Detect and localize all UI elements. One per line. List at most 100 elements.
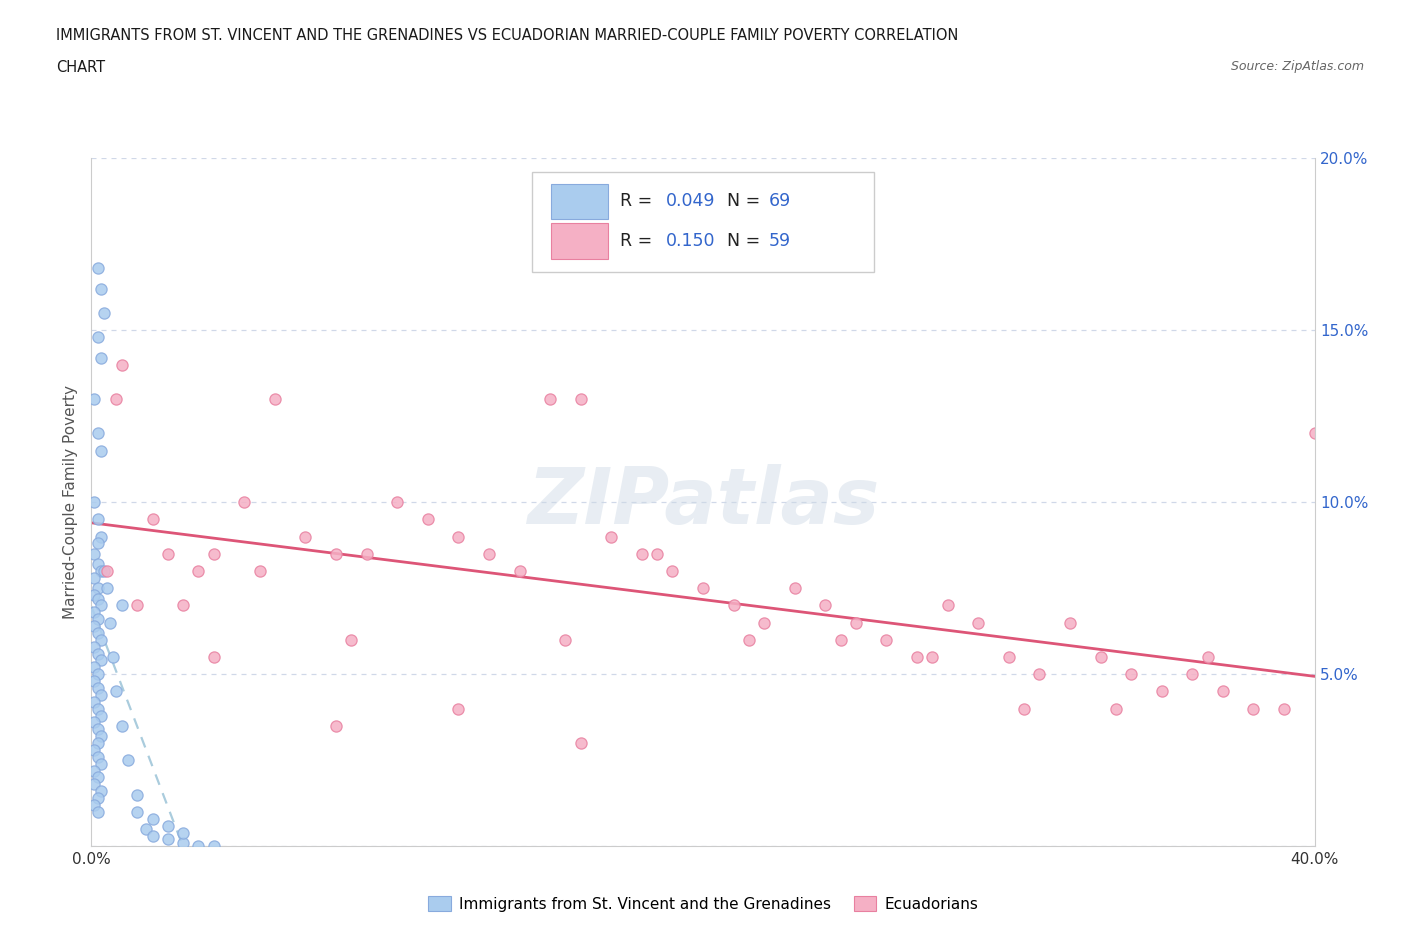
Point (86, 750, 108, 764)
FancyBboxPatch shape (551, 223, 607, 259)
Point (86, 426, 108, 441)
Point (86, 681, 108, 696)
Point (83, 695, 105, 710)
Text: R =: R = (620, 193, 658, 210)
Point (1181, 667, 1204, 682)
Point (141, 829, 163, 844)
Point (86, 591, 108, 606)
Point (127, 787, 149, 802)
Point (86, 536, 108, 551)
Point (101, 650, 124, 665)
Point (202, 547, 225, 562)
Point (90, 598, 112, 613)
Point (202, 650, 225, 665)
Point (83, 660, 105, 675)
Point (875, 632, 898, 647)
Point (90, 756, 112, 771)
Point (86, 512, 108, 527)
Point (83, 495, 105, 510)
Point (385, 495, 409, 510)
Point (1303, 426, 1326, 441)
Point (83, 639, 105, 654)
Point (1012, 701, 1035, 716)
Text: 0.150: 0.150 (666, 232, 716, 250)
Point (90, 282, 112, 297)
Point (83, 392, 105, 406)
Point (738, 632, 761, 647)
Y-axis label: Married-Couple Family Poverty: Married-Couple Family Poverty (62, 385, 77, 619)
Text: N =: N = (727, 193, 766, 210)
Point (921, 650, 943, 665)
Point (569, 736, 592, 751)
Point (1105, 701, 1128, 716)
Point (156, 547, 179, 562)
Point (1197, 650, 1219, 665)
Point (90, 729, 112, 744)
Point (1212, 684, 1234, 699)
Point (600, 529, 623, 544)
Point (86, 736, 108, 751)
Point (723, 598, 745, 613)
Point (86, 557, 108, 572)
FancyBboxPatch shape (551, 183, 607, 219)
Text: R =: R = (620, 232, 658, 250)
Point (90, 632, 112, 647)
Point (86, 667, 108, 682)
Point (1150, 684, 1173, 699)
Point (86, 260, 108, 275)
Point (905, 650, 928, 665)
Point (86, 646, 108, 661)
Point (83, 673, 105, 688)
Point (172, 825, 194, 840)
Point (569, 392, 592, 406)
Point (83, 764, 105, 778)
Point (83, 570, 105, 585)
Point (86, 612, 108, 627)
Point (1059, 616, 1081, 631)
Point (233, 495, 256, 510)
Point (509, 564, 531, 578)
Point (447, 701, 470, 716)
Point (86, 804, 108, 819)
Point (202, 839, 225, 854)
Point (127, 804, 149, 819)
Point (340, 632, 363, 647)
Point (93, 564, 115, 578)
Point (93, 305, 115, 320)
Point (631, 547, 654, 562)
Text: CHART: CHART (56, 60, 105, 75)
Point (83, 715, 105, 730)
Point (83, 588, 105, 603)
Point (90, 351, 112, 365)
Legend: Immigrants from St. Vincent and the Grenadines, Ecuadorians: Immigrants from St. Vincent and the Gren… (422, 890, 984, 918)
Point (187, 839, 209, 854)
Point (90, 564, 112, 578)
Point (156, 832, 179, 847)
Point (86, 790, 108, 805)
Point (172, 835, 194, 850)
Point (86, 626, 108, 641)
Point (83, 618, 105, 633)
Text: ZIPatlas: ZIPatlas (527, 464, 879, 540)
Point (1028, 667, 1050, 682)
Point (830, 632, 852, 647)
Point (249, 564, 271, 578)
Point (416, 512, 439, 527)
Point (86, 770, 108, 785)
Text: 69: 69 (769, 193, 792, 210)
Point (936, 598, 959, 613)
Point (325, 547, 347, 562)
Point (86, 701, 108, 716)
Point (645, 547, 668, 562)
Point (998, 650, 1021, 665)
FancyBboxPatch shape (531, 172, 875, 272)
Point (187, 564, 209, 578)
Point (83, 604, 105, 619)
Point (156, 818, 179, 833)
Text: 59: 59 (769, 232, 792, 250)
Point (325, 719, 347, 734)
Point (1243, 701, 1265, 716)
Point (90, 708, 112, 723)
Point (538, 392, 561, 406)
Point (661, 564, 683, 578)
